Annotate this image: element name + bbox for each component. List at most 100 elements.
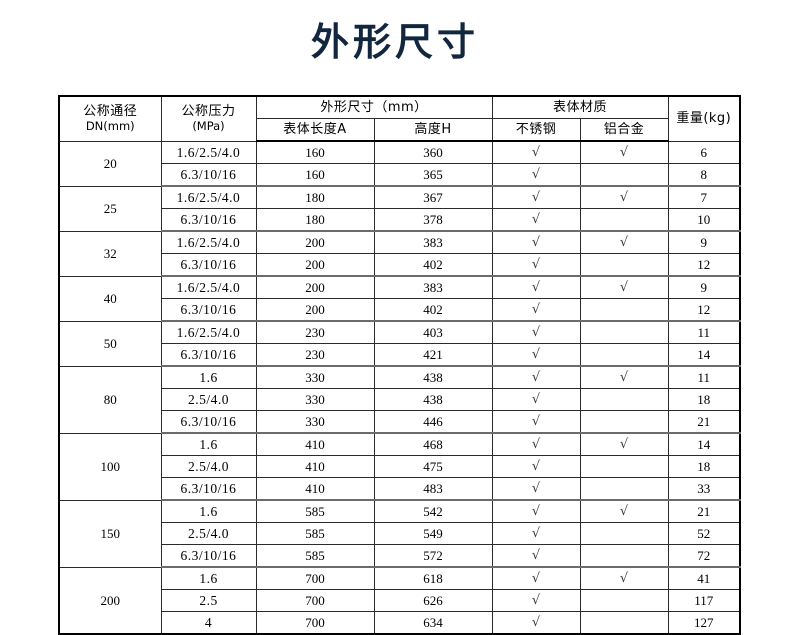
cell-body-length: 200 [255, 253, 375, 277]
cell-weight: 6 [667, 140, 741, 164]
cell-nominal-pressure: 2.5 [160, 589, 257, 612]
table-row: 20 1.6/2.5/4.0 160 360 √ √ 6 [58, 140, 741, 187]
cell-height: 483 [373, 477, 493, 501]
cell-height: 572 [373, 544, 493, 568]
cell-height: 626 [373, 589, 493, 612]
header-aluminum-alloy: 铝合金 [579, 118, 669, 142]
cell-aluminum-alloy [579, 410, 669, 434]
cell-stainless-steel: √ [491, 275, 581, 299]
cell-aluminum-alloy: √ [579, 566, 669, 590]
cell-nominal-diameter: 50 [58, 320, 162, 367]
cell-nominal-diameter: 40 [58, 275, 162, 322]
cell-body-length: 230 [255, 320, 375, 344]
cell-weight: 21 [667, 499, 741, 523]
cell-weight: 41 [667, 566, 741, 590]
table-row: 2.5/4.0 410 475 √ 18 [59, 455, 741, 478]
cell-height: 542 [373, 499, 493, 523]
cell-aluminum-alloy: √ [579, 275, 669, 299]
cell-weight: 11 [667, 365, 741, 389]
cell-height: 403 [373, 320, 493, 344]
cell-aluminum-alloy [579, 611, 669, 635]
cell-nominal-pressure: 2.5/4.0 [160, 522, 257, 545]
cell-body-length: 200 [255, 275, 375, 299]
cell-nominal-diameter: 150 [58, 499, 162, 568]
cell-nominal-pressure: 1.6/2.5/4.0 [160, 185, 257, 209]
cell-nominal-pressure: 6.3/10/16 [160, 298, 257, 322]
table-row: 150 1.6 585 542 √ √ 21 [58, 499, 741, 568]
cell-weight: 72 [667, 544, 741, 568]
table-row: 40 1.6/2.5/4.0 200 383 √ √ 9 [58, 275, 741, 322]
cell-stainless-steel: √ [491, 298, 581, 322]
cell-aluminum-alloy: √ [579, 230, 669, 254]
cell-nominal-diameter: 32 [58, 230, 162, 277]
cell-nominal-pressure: 1.6/2.5/4.0 [160, 230, 257, 254]
table-row: 25 1.6/2.5/4.0 180 367 √ √ 7 [58, 185, 741, 232]
cell-stainless-steel: √ [491, 455, 581, 478]
cell-aluminum-alloy [579, 208, 669, 232]
cell-nominal-pressure: 2.5/4.0 [160, 455, 257, 478]
table-row: 32 1.6/2.5/4.0 200 383 √ √ 9 [58, 230, 741, 277]
cell-nominal-pressure: 6.3/10/16 [160, 253, 257, 277]
cell-stainless-steel: √ [491, 544, 581, 568]
cell-height: 618 [373, 566, 493, 590]
cell-weight: 11 [667, 320, 741, 344]
header-material-group: 表体材质 [491, 95, 669, 119]
cell-nominal-pressure: 6.3/10/16 [160, 343, 257, 367]
cell-stainless-steel: √ [491, 589, 581, 612]
cell-weight: 21 [667, 410, 741, 434]
cell-weight: 14 [667, 432, 741, 456]
cell-body-length: 585 [255, 522, 375, 545]
cell-weight: 18 [667, 455, 741, 478]
table-row: 6.3/10/16 200 402 √ 12 [59, 298, 741, 322]
cell-body-length: 230 [255, 343, 375, 367]
cell-height: 365 [373, 163, 493, 187]
table-row: 80 1.6 330 438 √ √ 11 [58, 365, 741, 434]
cell-height: 402 [373, 253, 493, 277]
cell-weight: 14 [667, 343, 741, 367]
cell-aluminum-alloy [579, 589, 669, 612]
table-row: 6.3/10/16 585 572 √ 72 [59, 544, 741, 568]
cell-weight: 8 [667, 163, 741, 187]
cell-nominal-pressure: 2.5/4.0 [160, 388, 257, 411]
spec-table-container: 公称通径 DN(mm) 公称压力 (MPa) 外形尺寸（mm） 表体材质 重量(… [58, 95, 742, 635]
cell-aluminum-alloy [579, 455, 669, 478]
cell-height: 421 [373, 343, 493, 367]
cell-stainless-steel: √ [491, 522, 581, 545]
cell-height: 468 [373, 432, 493, 456]
cell-weight: 9 [667, 230, 741, 254]
cell-body-length: 200 [255, 230, 375, 254]
cell-weight: 52 [667, 522, 741, 545]
header-body-length: 表体长度A [255, 118, 375, 142]
cell-body-length: 700 [255, 611, 375, 635]
cell-height: 383 [373, 230, 493, 254]
cell-nominal-pressure: 6.3/10/16 [160, 208, 257, 232]
header-nominal-pressure: 公称压力 (MPa) [160, 95, 257, 142]
cell-stainless-steel: √ [491, 185, 581, 209]
cell-height: 378 [373, 208, 493, 232]
cell-body-length: 585 [255, 499, 375, 523]
cell-nominal-pressure: 1.6/2.5/4.0 [160, 320, 257, 344]
cell-aluminum-alloy [579, 477, 669, 501]
cell-weight: 10 [667, 208, 741, 232]
cell-aluminum-alloy: √ [579, 185, 669, 209]
table-row: 6.3/10/16 180 378 √ 10 [59, 208, 741, 232]
header-nominal-diameter-label: 公称通径 [83, 103, 138, 119]
cell-aluminum-alloy [579, 522, 669, 545]
cell-aluminum-alloy [579, 253, 669, 277]
cell-weight: 117 [667, 589, 741, 612]
header-nominal-diameter-unit: DN(mm) [85, 118, 135, 133]
cell-aluminum-alloy: √ [579, 140, 669, 164]
header-weight: 重量(kg) [667, 95, 741, 142]
cell-stainless-steel: √ [491, 343, 581, 367]
cell-nominal-pressure: 6.3/10/16 [160, 544, 257, 568]
cell-aluminum-alloy: √ [579, 365, 669, 389]
cell-weight: 33 [667, 477, 741, 501]
cell-nominal-diameter: 200 [58, 566, 162, 635]
cell-aluminum-alloy [579, 544, 669, 568]
cell-body-length: 160 [255, 140, 375, 164]
cell-stainless-steel: √ [491, 499, 581, 523]
cell-aluminum-alloy: √ [579, 432, 669, 456]
cell-stainless-steel: √ [491, 163, 581, 187]
cell-stainless-steel: √ [491, 432, 581, 456]
cell-height: 475 [373, 455, 493, 478]
